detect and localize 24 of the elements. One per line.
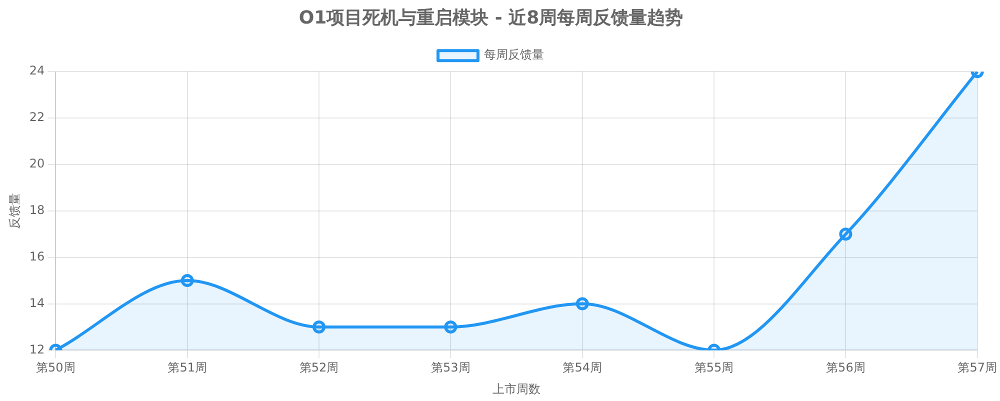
x-tick-label: 第53周 [431,360,470,375]
x-tick-label: 第51周 [168,360,207,375]
y-axis-title: 反馈量 [7,192,22,229]
point [444,320,458,334]
y-tick-label: 24 [29,64,45,78]
point [839,228,852,241]
y-tick-label: 22 [29,110,45,124]
y-tick-label: 12 [29,342,45,356]
x-tick-label: 第54周 [562,360,602,375]
point [576,297,589,310]
point [180,274,194,288]
legend-label: 每周反馈量 [484,48,544,62]
y-tick-label: 16 [29,249,45,264]
x-tick-label: 第55周 [694,360,734,375]
x-axis-title: 上市周数 [492,382,541,396]
y-tick-label: 20 [29,156,45,171]
x-tick-label: 第52周 [299,360,339,375]
chart-title: O1项目死机与重启模块 - 近8周每周反馈量趋势 [298,7,684,28]
y-tick-label: 14 [29,296,45,310]
x-tick-label: 第56周 [826,360,866,375]
x-tick-label: 第50周 [36,360,76,375]
y-tick-label: 18 [29,203,45,218]
x-tick-label: 第57周 [958,360,998,375]
point [312,320,326,334]
